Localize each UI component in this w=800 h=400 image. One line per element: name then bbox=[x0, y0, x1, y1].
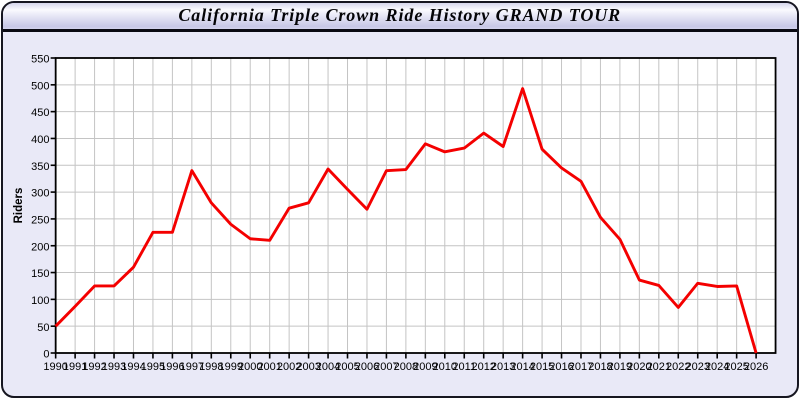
svg-text:1993: 1993 bbox=[102, 361, 126, 373]
svg-text:2004: 2004 bbox=[316, 361, 340, 373]
svg-text:0: 0 bbox=[43, 349, 49, 361]
svg-text:2023: 2023 bbox=[685, 361, 709, 373]
svg-text:Riders: Riders bbox=[13, 188, 25, 224]
svg-text:2008: 2008 bbox=[394, 361, 418, 373]
svg-text:2018: 2018 bbox=[588, 361, 612, 373]
svg-text:2024: 2024 bbox=[705, 361, 729, 373]
svg-text:2021: 2021 bbox=[647, 361, 671, 373]
svg-text:1992: 1992 bbox=[82, 361, 106, 373]
svg-text:2013: 2013 bbox=[491, 361, 515, 373]
svg-text:500: 500 bbox=[31, 80, 49, 92]
svg-text:1991: 1991 bbox=[63, 361, 87, 373]
svg-text:2022: 2022 bbox=[666, 361, 690, 373]
svg-text:2020: 2020 bbox=[627, 361, 651, 373]
svg-text:2007: 2007 bbox=[374, 361, 398, 373]
svg-text:1998: 1998 bbox=[199, 361, 223, 373]
svg-text:1994: 1994 bbox=[121, 361, 145, 373]
svg-text:2012: 2012 bbox=[471, 361, 495, 373]
svg-text:50: 50 bbox=[37, 322, 49, 334]
svg-text:1999: 1999 bbox=[219, 361, 243, 373]
svg-text:250: 250 bbox=[31, 215, 49, 227]
svg-text:300: 300 bbox=[31, 188, 49, 200]
svg-text:1997: 1997 bbox=[180, 361, 204, 373]
svg-text:2025: 2025 bbox=[724, 361, 748, 373]
svg-text:200: 200 bbox=[31, 241, 49, 253]
svg-text:100: 100 bbox=[31, 295, 49, 307]
svg-text:1990: 1990 bbox=[43, 361, 67, 373]
svg-text:2017: 2017 bbox=[569, 361, 593, 373]
svg-text:2016: 2016 bbox=[549, 361, 573, 373]
svg-text:1995: 1995 bbox=[141, 361, 165, 373]
svg-text:2000: 2000 bbox=[238, 361, 262, 373]
svg-text:2005: 2005 bbox=[335, 361, 359, 373]
svg-text:2026: 2026 bbox=[744, 361, 768, 373]
svg-text:150: 150 bbox=[31, 268, 49, 280]
svg-text:550: 550 bbox=[31, 54, 49, 66]
svg-text:2009: 2009 bbox=[413, 361, 437, 373]
svg-text:2015: 2015 bbox=[530, 361, 554, 373]
svg-text:2014: 2014 bbox=[510, 361, 534, 373]
svg-text:2001: 2001 bbox=[257, 361, 281, 373]
svg-text:1996: 1996 bbox=[160, 361, 184, 373]
svg-text:350: 350 bbox=[31, 161, 49, 173]
svg-text:2003: 2003 bbox=[296, 361, 320, 373]
svg-text:2011: 2011 bbox=[452, 361, 476, 373]
svg-text:2006: 2006 bbox=[355, 361, 379, 373]
svg-text:400: 400 bbox=[31, 134, 49, 146]
svg-text:450: 450 bbox=[31, 107, 49, 119]
svg-text:2010: 2010 bbox=[433, 361, 457, 373]
svg-text:2019: 2019 bbox=[608, 361, 632, 373]
svg-text:2002: 2002 bbox=[277, 361, 301, 373]
